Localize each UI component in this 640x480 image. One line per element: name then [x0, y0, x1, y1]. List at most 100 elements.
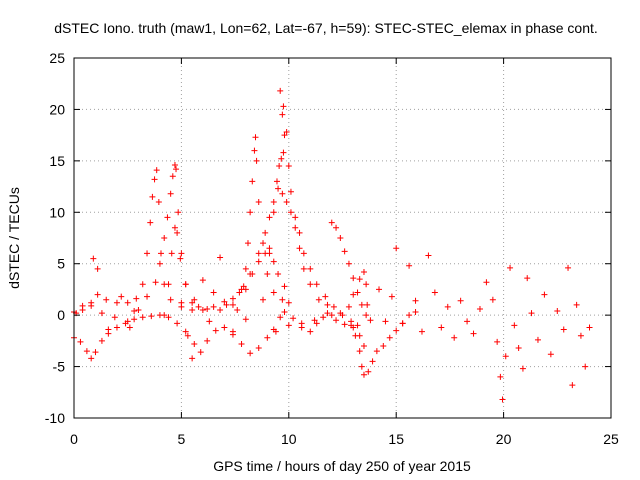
data-point	[350, 291, 357, 298]
data-point	[249, 271, 256, 277]
data-point	[229, 295, 236, 302]
data-point	[249, 178, 256, 185]
series-3	[161, 224, 288, 319]
data-point	[358, 363, 365, 370]
data-point	[174, 320, 181, 327]
data-point	[105, 326, 112, 333]
x-axis-label: GPS time / hours of day 250 of year 2015	[213, 458, 471, 474]
data-point	[278, 155, 285, 162]
data-point	[88, 299, 95, 306]
data-point	[217, 307, 224, 313]
data-point	[345, 260, 352, 267]
data-point	[311, 317, 318, 324]
data-point	[380, 343, 387, 349]
data-point	[94, 265, 101, 272]
data-point	[360, 268, 367, 275]
data-point	[139, 281, 146, 288]
data-point	[113, 299, 120, 306]
data-point	[287, 209, 294, 216]
y-tick-label: 25	[49, 50, 65, 66]
data-point	[155, 199, 162, 205]
data-point	[412, 309, 419, 316]
data-point	[182, 281, 189, 288]
data-point	[247, 350, 254, 357]
data-point	[425, 252, 432, 259]
data-point	[161, 312, 168, 319]
series-5	[260, 87, 361, 329]
data-point	[277, 314, 284, 321]
data-point	[279, 111, 286, 118]
data-point	[135, 307, 142, 313]
y-tick-label: 20	[49, 101, 65, 117]
data-point	[367, 317, 374, 324]
data-point	[307, 265, 314, 272]
data-point	[223, 301, 230, 308]
data-point	[586, 324, 593, 331]
data-point	[497, 373, 504, 380]
data-point	[103, 296, 110, 303]
data-point	[560, 326, 567, 333]
data-point	[412, 297, 419, 304]
data-point	[255, 258, 262, 265]
data-point	[175, 209, 182, 216]
data-point	[240, 283, 247, 290]
data-point	[569, 382, 576, 389]
data-point	[330, 303, 337, 310]
data-point	[164, 214, 171, 221]
data-point	[280, 103, 287, 110]
data-point	[350, 275, 357, 282]
data-point	[266, 250, 273, 257]
data-point	[341, 248, 348, 255]
data-point	[275, 185, 282, 192]
data-point	[534, 336, 541, 343]
data-point	[174, 229, 181, 236]
data-point	[354, 322, 361, 329]
data-point	[499, 396, 506, 403]
data-point	[292, 214, 299, 221]
data-point	[277, 87, 284, 94]
series-2	[126, 134, 292, 331]
data-point	[393, 327, 400, 334]
data-point	[300, 250, 307, 257]
data-point	[229, 328, 236, 335]
data-point	[244, 240, 251, 247]
data-point	[388, 293, 395, 300]
data-point	[386, 334, 393, 341]
data-point	[292, 224, 299, 231]
data-point	[333, 317, 340, 324]
data-point	[242, 286, 249, 293]
series-6	[324, 219, 374, 324]
data-point	[328, 312, 335, 319]
data-point	[88, 355, 95, 362]
data-point	[283, 129, 290, 136]
data-point	[124, 299, 131, 306]
data-point	[165, 281, 172, 288]
data-point	[204, 337, 211, 344]
y-tick-label: 0	[57, 307, 65, 323]
data-point	[167, 296, 174, 303]
x-tick-label: 15	[388, 431, 404, 447]
data-point	[217, 254, 224, 261]
data-point	[337, 310, 344, 317]
data-point	[144, 250, 151, 257]
data-point	[270, 289, 277, 296]
data-point	[296, 229, 303, 236]
data-point	[182, 328, 189, 335]
data-point	[262, 229, 269, 236]
y-tick-label: 5	[57, 256, 65, 272]
y-tick-label: -5	[53, 359, 66, 375]
data-point	[260, 296, 267, 303]
data-point	[476, 305, 483, 312]
data-point	[131, 316, 138, 323]
x-tick-label: 0	[70, 431, 78, 447]
data-point	[151, 176, 158, 183]
data-point	[236, 289, 243, 296]
data-point	[131, 308, 138, 315]
data-point	[393, 245, 400, 252]
x-tick-label: 20	[496, 431, 512, 447]
data-point	[253, 157, 260, 164]
data-point	[124, 318, 131, 325]
data-point	[313, 281, 320, 288]
data-point	[144, 293, 151, 300]
